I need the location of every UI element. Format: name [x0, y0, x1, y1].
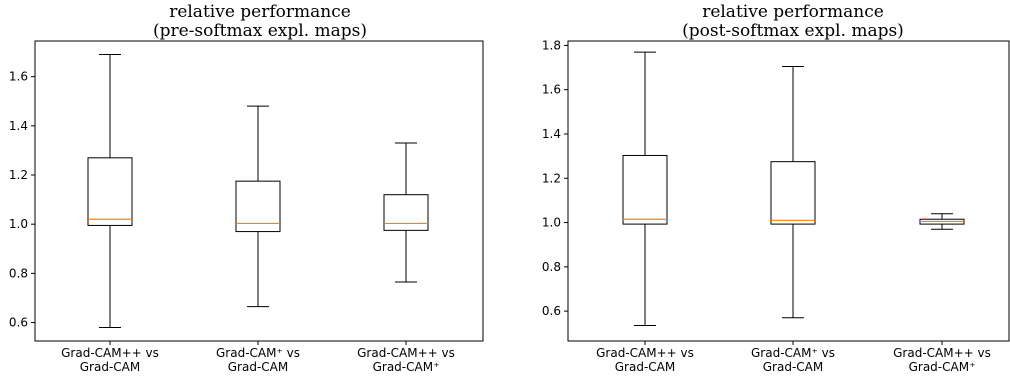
iqr-box [622, 154, 668, 225]
x-tick-label: Grad-CAM++ vs [61, 346, 159, 360]
y-tick-label: 0.6 [9, 316, 28, 330]
x-tick-label: Grad-CAM⁺ [909, 360, 976, 374]
y-tick-label: 1.8 [542, 38, 561, 52]
boxplot-2 [770, 65, 816, 319]
y-axis: 0.6 0.8 1.0 1.2 1.4 1.6 [9, 70, 35, 330]
y-tick-label: 1.4 [542, 127, 561, 141]
x-tick-label: Grad-CAM⁺ vs [751, 346, 835, 360]
y-tick-label: 0.8 [542, 260, 561, 274]
y-tick-label: 1.4 [9, 119, 28, 133]
boxplots [622, 51, 965, 327]
boxplot-1 [87, 54, 133, 328]
x-tick-label: Grad-CAM⁺ [373, 360, 440, 374]
x-tick-label: Grad-CAM [228, 360, 288, 374]
boxplot-1 [622, 51, 668, 327]
iqr-box [235, 180, 281, 233]
iqr-box [383, 194, 429, 231]
chart-title-line-1: relative performance [169, 2, 351, 22]
x-tick-label: Grad-CAM [763, 360, 823, 374]
y-tick-label: 0.6 [542, 304, 561, 318]
boxplots [87, 54, 429, 328]
chart-title-line-1: relative performance [702, 2, 884, 22]
x-tick-label: Grad-CAM++ vs [357, 346, 455, 360]
chart-pre-softmax: relative performance (pre-softmax expl. … [9, 2, 484, 374]
x-tick-label: Grad-CAM [615, 360, 675, 374]
y-tick-label: 1.0 [542, 216, 561, 230]
x-tick-label: Grad-CAM++ vs [596, 346, 694, 360]
plot-frame [567, 40, 1010, 342]
boxplot-2 [235, 105, 281, 308]
chart-title-line-2: (post-softmax expl. maps) [682, 21, 904, 41]
y-axis: 0.6 0.8 1.0 1.2 1.4 1.6 1.8 [542, 38, 568, 318]
chart-title-line-2: (pre-softmax expl. maps) [153, 21, 367, 41]
y-tick-label: 1.6 [9, 70, 28, 84]
boxplot-3 [383, 142, 429, 283]
boxplot-3 [919, 213, 965, 230]
plot-frame [34, 40, 484, 342]
iqr-box [87, 157, 133, 226]
x-tick-label: Grad-CAM++ vs [893, 346, 991, 360]
x-tick-label: Grad-CAM⁺ vs [216, 346, 300, 360]
iqr-box [770, 161, 816, 225]
y-tick-label: 0.8 [9, 266, 28, 280]
x-tick-label: Grad-CAM [80, 360, 140, 374]
y-tick-label: 1.2 [9, 168, 28, 182]
chart-post-softmax: relative performance (post-softmax expl.… [542, 2, 1010, 374]
y-tick-label: 1.2 [542, 171, 561, 185]
y-tick-label: 1.6 [542, 83, 561, 97]
y-tick-label: 1.0 [9, 217, 28, 231]
